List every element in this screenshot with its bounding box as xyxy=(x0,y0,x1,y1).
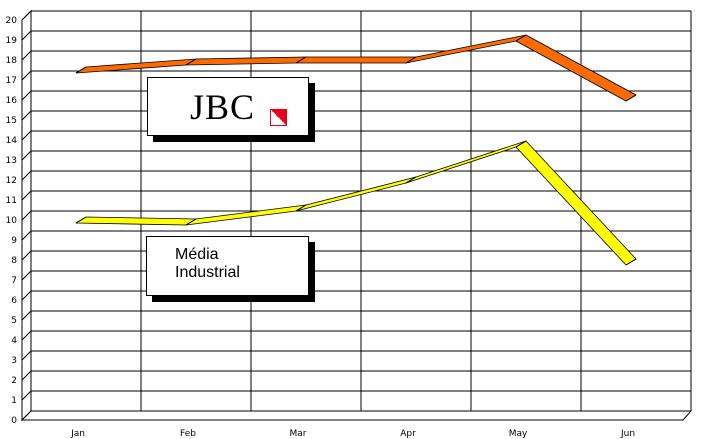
gridline-side xyxy=(21,90,32,101)
media-label-line2: Industrial xyxy=(175,264,240,281)
x-tick-label: May xyxy=(509,429,528,439)
media-industrial-label-box: Média Industrial xyxy=(146,236,309,296)
series-lines xyxy=(75,34,637,266)
floor xyxy=(20,410,693,421)
gridline-side xyxy=(21,270,32,281)
gridline-side xyxy=(21,30,32,41)
y-tick-label: 11 xyxy=(6,196,17,206)
x-tick-label: Jun xyxy=(620,429,635,439)
y-tick-label: 7 xyxy=(11,276,17,286)
gridline-side xyxy=(21,370,32,381)
y-tick-label: 10 xyxy=(6,216,18,226)
y-tick-label: 9 xyxy=(11,236,17,246)
series-point xyxy=(625,258,637,266)
y-tick-label: 14 xyxy=(6,136,18,146)
y-tick-label: 20 xyxy=(6,16,18,26)
series-point xyxy=(185,218,197,226)
gridline-side xyxy=(21,290,32,301)
jbc-label: JBC xyxy=(190,87,256,127)
series-point xyxy=(295,56,307,64)
y-tick-label: 19 xyxy=(6,36,18,46)
y-tick-label: 0 xyxy=(11,416,17,426)
series-point xyxy=(515,140,527,148)
series-point xyxy=(405,56,417,64)
x-tick-label: Feb xyxy=(180,429,196,439)
y-tick-label: 4 xyxy=(11,336,17,346)
series-ribbon xyxy=(75,34,637,102)
series-point xyxy=(75,216,87,224)
y-tick-label: 8 xyxy=(11,256,17,266)
y-tick-label: 5 xyxy=(11,316,17,326)
gridline-side xyxy=(21,390,32,401)
gridline-side xyxy=(21,230,32,241)
x-tick-label: Mar xyxy=(290,429,307,439)
y-tick-label: 3 xyxy=(11,356,17,366)
jbc-label-box: JBC xyxy=(147,77,309,136)
y-tick-label: 1 xyxy=(11,396,17,406)
series-point xyxy=(515,34,527,42)
series-point xyxy=(295,204,307,212)
gridline-side xyxy=(21,110,32,121)
y-tick-label: 18 xyxy=(6,56,18,66)
media-industrial-label: Média Industrial xyxy=(175,246,295,282)
gridline-side xyxy=(21,190,32,201)
x-tick-label: Jan xyxy=(70,429,85,439)
series-point xyxy=(405,176,417,184)
series-ribbon xyxy=(75,140,637,266)
gridline-side xyxy=(21,210,32,221)
gridline-side xyxy=(21,350,32,361)
y-tick-label: 13 xyxy=(6,156,17,166)
y-tick-label: 2 xyxy=(11,376,17,386)
gridline-side xyxy=(21,130,32,141)
gridline-side xyxy=(21,250,32,261)
series-point xyxy=(75,66,87,74)
gridline-side xyxy=(21,150,32,161)
gridline-side xyxy=(21,10,32,21)
y-tick-label: 12 xyxy=(6,176,17,186)
gridline-side xyxy=(21,70,32,81)
y-tick-label: 15 xyxy=(6,116,17,126)
x-axis-ticks: Jan Feb Mar Apr May Jun xyxy=(70,429,635,439)
series-point xyxy=(625,94,637,102)
y-tick-label: 16 xyxy=(6,96,18,106)
series-point xyxy=(185,58,197,66)
x-tick-label: Apr xyxy=(400,429,416,439)
gridline-side xyxy=(21,170,32,181)
gridline-side xyxy=(21,330,32,341)
y-tick-label: 17 xyxy=(6,76,17,86)
gridline-side xyxy=(21,50,32,61)
gridline-side xyxy=(21,410,32,421)
gridline-side xyxy=(21,310,32,321)
jbc-logo-icon xyxy=(270,109,287,126)
media-label-line1: Média xyxy=(175,246,219,263)
y-tick-label: 6 xyxy=(11,296,17,306)
series-segment xyxy=(295,56,417,64)
